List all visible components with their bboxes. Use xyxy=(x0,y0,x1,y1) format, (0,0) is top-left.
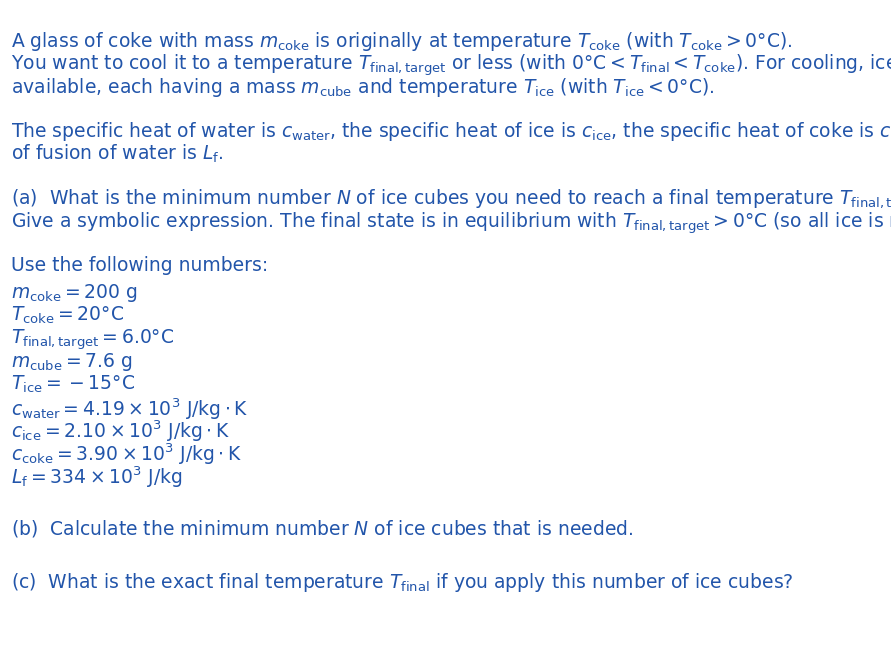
Text: of fusion of water is $L_\mathrm{f}$.: of fusion of water is $L_\mathrm{f}$. xyxy=(11,143,224,165)
Text: (b)  Calculate the minimum number $N$ of ice cubes that is needed.: (b) Calculate the minimum number $N$ of … xyxy=(11,518,633,539)
Text: $T_\mathrm{ice} = -15°\mathrm{C}$: $T_\mathrm{ice} = -15°\mathrm{C}$ xyxy=(11,373,135,395)
Text: The specific heat of water is $c_\mathrm{water}$, the specific heat of ice is $c: The specific heat of water is $c_\mathrm… xyxy=(11,120,891,143)
Text: A glass of coke with mass $m_\mathrm{coke}$ is originally at temperature $T_\mat: A glass of coke with mass $m_\mathrm{cok… xyxy=(11,30,792,53)
Text: available, each having a mass $m_\mathrm{cube}$ and temperature $T_\mathrm{ice}$: available, each having a mass $m_\mathrm… xyxy=(11,76,715,98)
Text: (c)  What is the exact final temperature $T_\mathrm{final}$ if you apply this nu: (c) What is the exact final temperature … xyxy=(11,571,793,594)
Text: You want to cool it to a temperature $T_\mathrm{final,target}$ or less (with $0°: You want to cool it to a temperature $T_… xyxy=(11,53,891,78)
Text: $c_\mathrm{water} = 4.19 \times 10^3\ \mathrm{J/kg \cdot K}$: $c_\mathrm{water} = 4.19 \times 10^3\ \m… xyxy=(11,396,249,421)
Text: $m_\mathrm{cube} = 7.6\ \mathrm{g}$: $m_\mathrm{cube} = 7.6\ \mathrm{g}$ xyxy=(11,351,133,373)
Text: $T_\mathrm{final,target} = 6.0°\mathrm{C}$: $T_\mathrm{final,target} = 6.0°\mathrm{C… xyxy=(11,328,174,353)
Text: $L_\mathrm{f} = 334 \times 10^3\ \mathrm{J/kg}$: $L_\mathrm{f} = 334 \times 10^3\ \mathrm… xyxy=(11,464,182,490)
Text: (a)  What is the minimum number $N$ of ice cubes you need to reach a final tempe: (a) What is the minimum number $N$ of ic… xyxy=(11,188,891,213)
Text: Use the following numbers:: Use the following numbers: xyxy=(11,256,268,274)
Text: $c_\mathrm{ice} = 2.10 \times 10^3\ \mathrm{J/kg \cdot K}$: $c_\mathrm{ice} = 2.10 \times 10^3\ \mat… xyxy=(11,419,230,444)
Text: Give a symbolic expression. The final state is in equilibrium with $T_\mathrm{fi: Give a symbolic expression. The final st… xyxy=(11,211,891,236)
Text: $T_\mathrm{coke} = 20°\mathrm{C}$: $T_\mathrm{coke} = 20°\mathrm{C}$ xyxy=(11,305,124,326)
Text: $m_\mathrm{coke} = 200\ \mathrm{g}$: $m_\mathrm{coke} = 200\ \mathrm{g}$ xyxy=(11,282,137,304)
Text: $c_\mathrm{coke} = 3.90 \times 10^3\ \mathrm{J/kg \cdot K}$: $c_\mathrm{coke} = 3.90 \times 10^3\ \ma… xyxy=(11,442,241,467)
